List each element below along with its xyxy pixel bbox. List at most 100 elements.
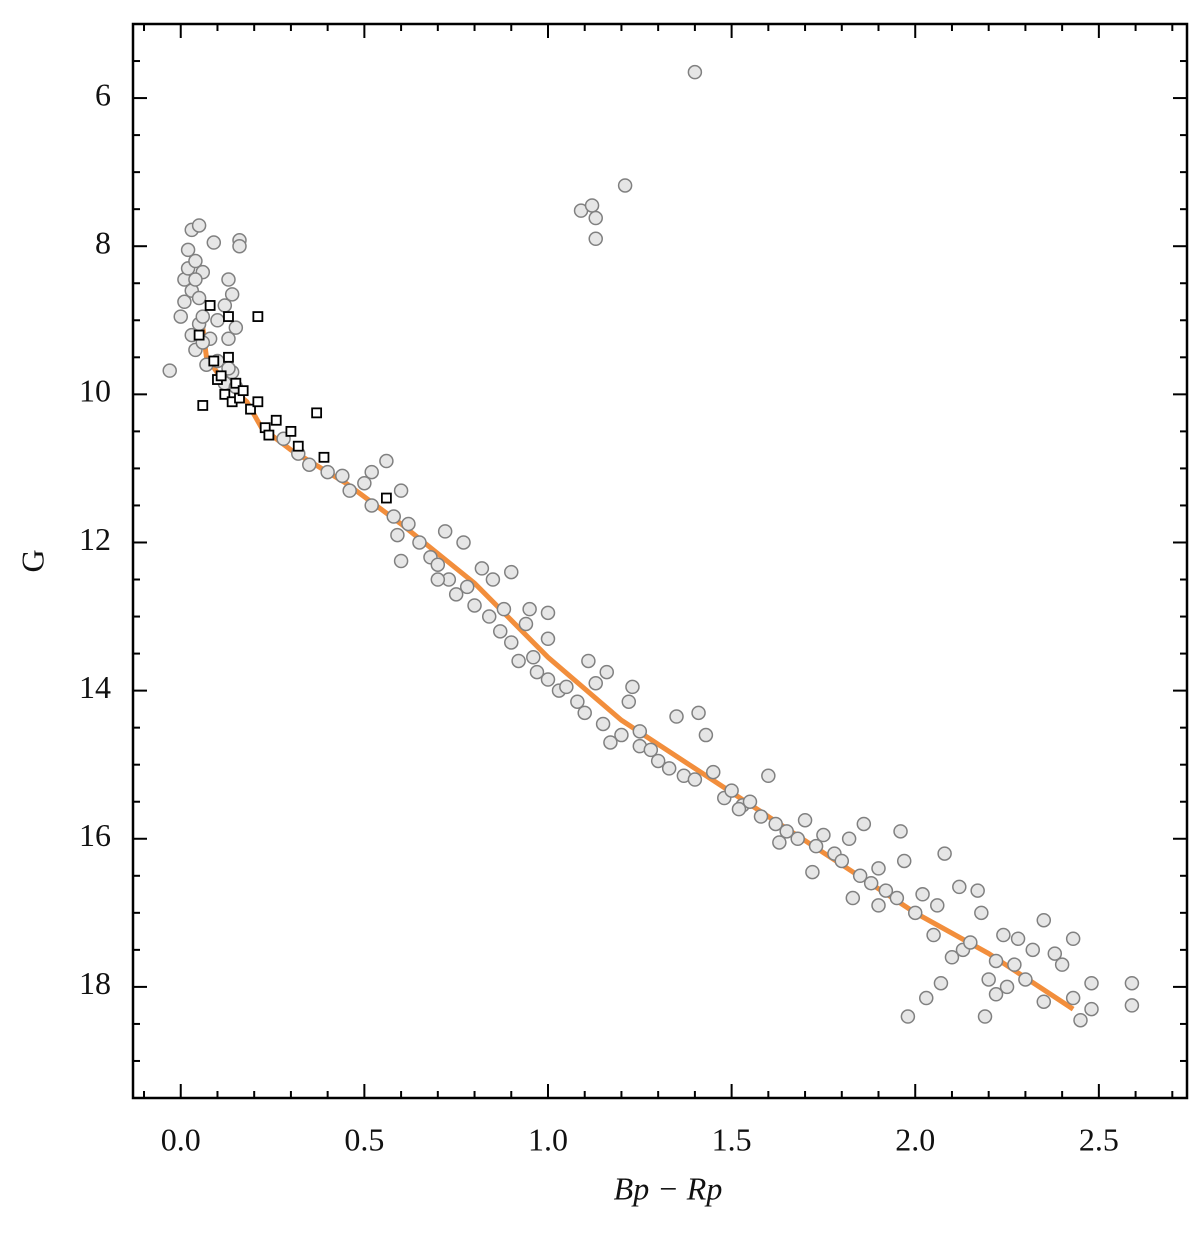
y-tick-label: 16 <box>79 817 111 853</box>
square-point <box>223 311 234 322</box>
star-point <box>540 672 556 687</box>
star-point <box>926 927 941 943</box>
star-point <box>988 953 1004 969</box>
star-point <box>768 816 783 832</box>
star-point <box>412 535 427 550</box>
star-point <box>907 905 923 921</box>
star-point <box>889 890 905 906</box>
square-point <box>318 451 330 463</box>
star-point <box>1047 946 1063 961</box>
star-point <box>974 905 989 921</box>
star-point <box>643 742 659 758</box>
star-point <box>357 475 372 491</box>
square-point <box>197 400 209 411</box>
x-axis-label: Bp − Rp <box>614 1170 723 1206</box>
star-point <box>937 846 952 861</box>
x-tick-label: 1.5 <box>712 1121 752 1157</box>
star-point <box>1084 1001 1099 1017</box>
star-point <box>1065 990 1081 1006</box>
star-point <box>224 287 240 302</box>
star-point <box>459 579 475 595</box>
y-tick-label: 12 <box>79 521 111 557</box>
y-axis-label: G <box>14 549 50 572</box>
square-point <box>263 429 275 441</box>
star-point <box>977 1009 993 1024</box>
star-point <box>401 516 416 532</box>
star-point <box>393 483 409 498</box>
star-point <box>981 972 996 987</box>
star-point <box>588 231 603 247</box>
star-point <box>511 653 526 669</box>
star-point <box>669 709 684 724</box>
star-point <box>191 218 207 233</box>
star-point <box>195 309 211 324</box>
star-point <box>302 457 317 472</box>
star-point <box>900 1009 916 1024</box>
square-point <box>245 403 256 415</box>
x-tick-label: 0.5 <box>344 1121 384 1157</box>
star-point <box>581 653 596 669</box>
star-point <box>386 509 401 524</box>
star-point <box>1124 998 1140 1013</box>
star-point <box>915 887 930 902</box>
square-point <box>219 388 231 400</box>
star-point <box>584 198 600 213</box>
star-point <box>335 468 350 484</box>
star-point <box>1124 975 1140 991</box>
star-point <box>595 716 611 732</box>
star-point <box>1018 972 1033 987</box>
star-point <box>496 601 512 617</box>
square-point <box>270 414 282 426</box>
star-point <box>188 253 203 269</box>
star-point <box>481 609 497 624</box>
star-point <box>1036 912 1052 928</box>
star-point <box>540 605 556 621</box>
star-point <box>797 812 813 828</box>
star-point <box>570 694 585 709</box>
star-point <box>448 587 464 602</box>
star-point <box>467 598 482 613</box>
square-point <box>252 396 264 408</box>
star-point <box>504 635 519 650</box>
star-point <box>474 561 490 576</box>
star-point <box>588 675 603 691</box>
star-point <box>492 624 508 639</box>
star-point <box>933 975 949 991</box>
square-point <box>215 370 227 382</box>
square-point <box>381 492 392 504</box>
star-point <box>1054 957 1070 972</box>
star-point <box>191 290 207 306</box>
star-point <box>1036 994 1052 1009</box>
star-point <box>930 898 945 913</box>
star-point <box>871 861 886 876</box>
star-point <box>871 898 886 913</box>
star-point <box>177 294 192 310</box>
star-point <box>779 824 794 839</box>
star-point <box>518 616 534 632</box>
star-point <box>485 572 501 587</box>
star-point <box>816 827 831 843</box>
star-point <box>845 890 861 906</box>
star-point <box>456 535 471 550</box>
star-point <box>742 794 758 809</box>
y-tick-label: 14 <box>79 669 111 705</box>
star-point <box>761 768 776 784</box>
star-point <box>919 990 934 1006</box>
star-point <box>952 879 967 895</box>
star-point <box>661 761 677 776</box>
square-point <box>193 329 205 341</box>
star-point <box>206 235 222 250</box>
star-point <box>540 631 556 647</box>
star-point <box>162 363 177 378</box>
star-point <box>999 979 1015 995</box>
star-point <box>603 735 618 750</box>
star-point <box>790 831 805 847</box>
square-point <box>252 311 264 322</box>
star-point <box>650 753 666 769</box>
star-point <box>221 272 236 287</box>
star-point <box>621 694 637 709</box>
star-point <box>963 935 978 950</box>
star-point <box>863 875 879 891</box>
star-point <box>852 868 868 884</box>
